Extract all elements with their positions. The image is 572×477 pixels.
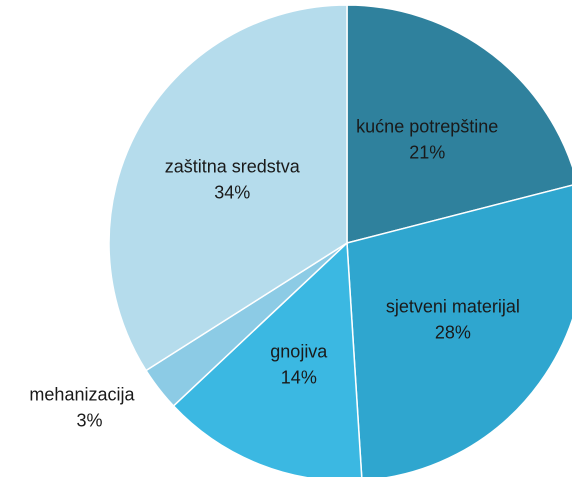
- slice-value-label: 14%: [281, 367, 317, 387]
- slice-value-label: 3%: [76, 411, 102, 431]
- slice-label: sjetveni materijal: [386, 297, 520, 317]
- pie-slice: [172, 241, 363, 477]
- slice-label: kućne potrepštine: [356, 116, 498, 136]
- slice-label: zaštitna sredstva: [165, 157, 301, 177]
- slice-value-label: 21%: [409, 142, 445, 162]
- slice-label: gnojiva: [270, 341, 328, 361]
- pie-slice: [346, 184, 572, 477]
- pie-slice: [346, 4, 572, 244]
- slice-value-label: 28%: [435, 323, 471, 343]
- slice-value-label: 34%: [214, 183, 250, 203]
- slice-label: mehanizacija: [29, 385, 135, 405]
- pie-slice: [108, 4, 348, 372]
